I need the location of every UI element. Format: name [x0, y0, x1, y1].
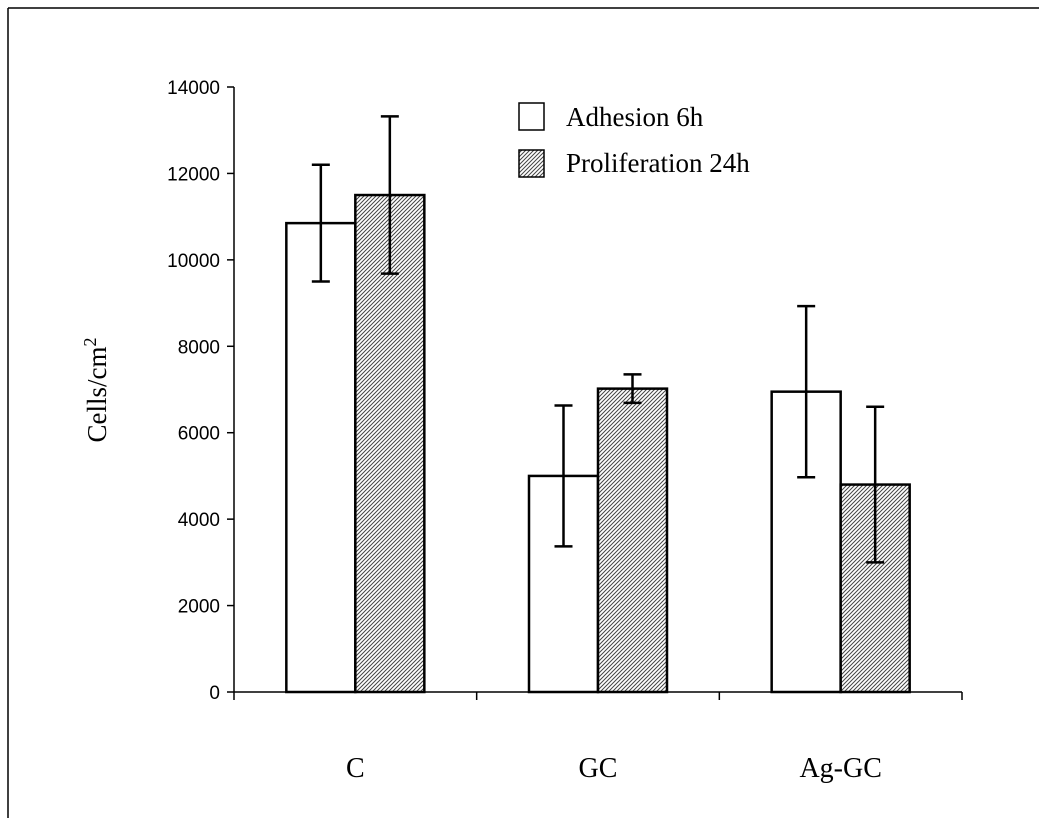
y-tick-label-4: 8000	[178, 337, 220, 358]
y-axis-title: Cells/cm2	[80, 338, 112, 443]
bar-GC-1	[596, 387, 669, 694]
y-axis-title-superscript: 2	[80, 338, 100, 347]
y-tick-label-0: 0	[209, 683, 220, 704]
legend-swatch-proliferation	[518, 149, 545, 178]
legend-label-proliferation: Proliferation 24h	[566, 148, 750, 178]
y-tick-label-6: 12000	[167, 164, 220, 185]
y-tick-label-3: 6000	[178, 424, 220, 445]
legend-label-adhesion: Adhesion 6h	[566, 102, 704, 132]
y-axis-title-text: Cells/cm	[82, 347, 112, 443]
y-tick-label-5: 10000	[167, 251, 220, 272]
legend: Adhesion 6h Proliferation 24h	[518, 102, 750, 178]
x-category-label-2: Ag-GC	[799, 753, 881, 784]
plot-area: 0 2000 4000 6000 8000 10000 12000 14000 C GC Ag-GC	[167, 78, 963, 784]
x-category-label-0: C	[346, 753, 365, 784]
y-tick-label-1: 2000	[178, 597, 220, 618]
x-category-label-1: GC	[579, 753, 618, 784]
bar-C-0	[285, 221, 357, 694]
legend-swatch-adhesion	[518, 102, 545, 131]
y-tick-label-7: 14000	[167, 78, 220, 99]
y-tick-label-2: 4000	[178, 510, 220, 531]
